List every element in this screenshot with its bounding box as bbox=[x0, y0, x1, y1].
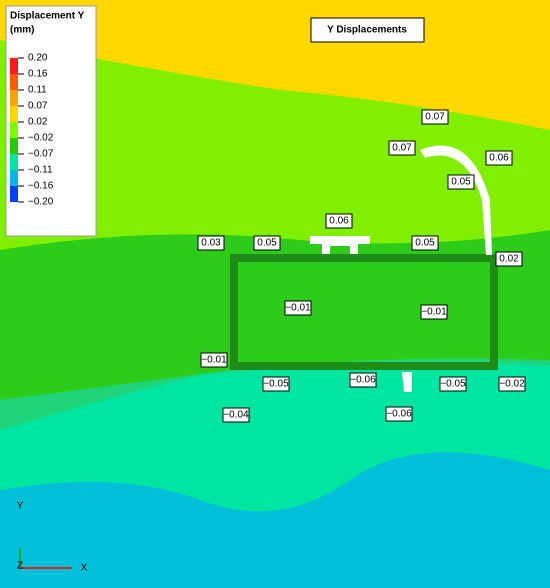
title-box bbox=[310, 17, 425, 43]
result-label-box bbox=[385, 406, 413, 422]
result-label-box bbox=[498, 376, 526, 392]
result-label: −0.01 bbox=[285, 303, 311, 314]
result-label-box bbox=[197, 235, 225, 251]
result-label-box bbox=[262, 376, 290, 392]
legend-title: (mm) bbox=[10, 25, 34, 36]
result-label: 0.02 bbox=[499, 254, 519, 265]
legend bbox=[5, 5, 97, 237]
result-label-box bbox=[495, 251, 523, 267]
result-label-box bbox=[421, 109, 449, 125]
result-label: 0.05 bbox=[415, 238, 435, 249]
result-label: −0.02 bbox=[499, 379, 525, 390]
result-label: 0.06 bbox=[329, 216, 349, 227]
legend-swatch bbox=[10, 122, 18, 138]
legend-label: 0.02 bbox=[28, 117, 48, 128]
axis-label: Y bbox=[17, 501, 24, 512]
title: Y Displacements bbox=[327, 25, 407, 36]
legend-label: −0.16 bbox=[28, 181, 54, 192]
result-label-box bbox=[388, 140, 416, 156]
result-label: 0.03 bbox=[201, 238, 221, 249]
result-label: 0.05 bbox=[257, 238, 277, 249]
result-label-box bbox=[411, 235, 439, 251]
result-label-box bbox=[200, 352, 228, 368]
legend-label: −0.02 bbox=[28, 133, 54, 144]
legend-swatch bbox=[10, 106, 18, 122]
result-label: 0.07 bbox=[392, 143, 412, 154]
legend-swatch bbox=[10, 186, 18, 202]
result-label: −0.05 bbox=[440, 379, 466, 390]
legend-title: Displacement Y bbox=[10, 11, 85, 22]
legend-label: 0.11 bbox=[28, 85, 47, 96]
result-label: 0.07 bbox=[425, 112, 445, 123]
legend-label: 0.20 bbox=[28, 53, 48, 64]
result-label-box bbox=[284, 300, 312, 316]
result-label: −0.06 bbox=[350, 375, 376, 386]
result-label-box bbox=[253, 235, 281, 251]
profile bbox=[420, 145, 492, 255]
legend-label: −0.11 bbox=[28, 165, 53, 176]
legend-swatch bbox=[10, 138, 18, 154]
legend-swatch bbox=[10, 74, 18, 90]
result-label-box bbox=[485, 150, 513, 166]
result-label-box bbox=[325, 213, 353, 229]
legend-swatch bbox=[10, 154, 18, 170]
result-label: −0.01 bbox=[421, 307, 447, 318]
result-label: −0.06 bbox=[386, 409, 412, 420]
result-label: −0.04 bbox=[223, 410, 249, 421]
result-label-box bbox=[222, 407, 250, 423]
result-label: −0.05 bbox=[263, 379, 289, 390]
result-label-box bbox=[447, 174, 475, 190]
legend-swatch bbox=[10, 58, 18, 74]
result-label: 0.06 bbox=[489, 153, 509, 164]
axis-label: X bbox=[81, 563, 88, 574]
profile bbox=[310, 236, 370, 254]
result-label-box bbox=[420, 304, 448, 320]
profile bbox=[230, 254, 498, 370]
result-label-box bbox=[439, 376, 467, 392]
legend-label: −0.20 bbox=[28, 197, 54, 208]
legend-label: 0.16 bbox=[28, 69, 48, 80]
legend-swatch bbox=[10, 90, 18, 106]
profile bbox=[402, 372, 412, 392]
legend-label: −0.07 bbox=[28, 149, 54, 160]
result-label: 0.05 bbox=[451, 177, 471, 188]
axis-label: Z bbox=[17, 561, 23, 572]
result-label: −0.01 bbox=[201, 355, 227, 366]
legend-label: 0.07 bbox=[28, 101, 48, 112]
legend-swatch bbox=[10, 170, 18, 186]
result-label-box bbox=[349, 372, 377, 388]
